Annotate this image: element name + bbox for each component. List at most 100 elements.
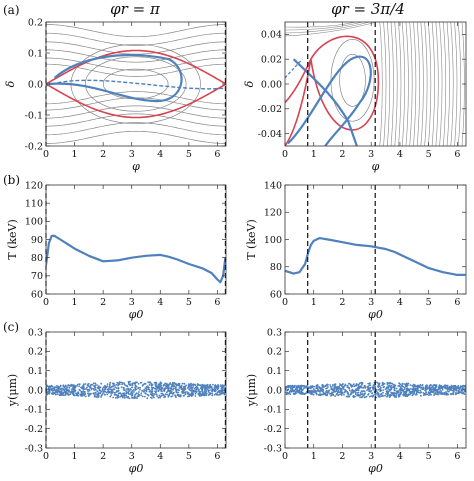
scatter-point	[420, 394, 422, 397]
scatter-point	[398, 395, 401, 397]
scatter-point	[416, 393, 418, 396]
scatter-point	[369, 387, 371, 390]
scatter-point	[150, 396, 152, 399]
scatter-point	[51, 385, 54, 388]
scatter-point	[424, 389, 426, 392]
scatter-point	[148, 384, 151, 386]
scatter-point	[46, 385, 49, 388]
y-tick-label: 100	[264, 235, 282, 246]
scatter-point	[151, 392, 154, 395]
scatter-point	[388, 396, 391, 398]
scatter-point	[409, 393, 411, 396]
y-tick-label: -0.2	[25, 424, 43, 435]
x-tick-label: 0	[282, 451, 288, 462]
scatter-point	[325, 387, 327, 390]
contour-ellipse	[102, 68, 169, 100]
y-tick-label: 120	[264, 208, 282, 219]
scatter-point	[382, 389, 385, 391]
scatter-point	[386, 392, 389, 394]
scatter-point	[140, 394, 142, 396]
scatter-point	[84, 395, 87, 398]
scatter-point	[145, 390, 148, 393]
scatter-point	[103, 390, 106, 393]
scatter-point	[109, 395, 112, 398]
contour-line	[46, 113, 226, 127]
scatter-point	[439, 389, 441, 391]
y-tick-label: -0.2	[25, 141, 43, 152]
scatter-point	[48, 390, 51, 392]
scatter-point	[175, 383, 178, 385]
y-tick-label: -0.1	[25, 110, 43, 121]
scatter-point	[435, 384, 438, 387]
scatter-point	[166, 390, 169, 393]
scatter-point	[82, 388, 85, 391]
y-tick-label: 80	[270, 262, 282, 273]
contour-line	[435, 22, 439, 146]
scatter-point	[114, 386, 117, 388]
plot-area	[46, 24, 226, 144]
scatter-point	[167, 385, 170, 387]
scatter-point	[419, 386, 422, 389]
scatter-point	[364, 387, 367, 389]
x-tick-label: 2	[100, 297, 106, 308]
scatter-point	[365, 395, 368, 398]
scatter-point	[215, 392, 217, 395]
scatter-point	[76, 385, 78, 387]
scatter-points	[46, 380, 226, 400]
scatter-point	[62, 394, 64, 397]
scatter-point	[416, 386, 419, 389]
y-axis-label: T (keV)	[6, 219, 19, 260]
scatter-point	[464, 387, 466, 390]
scatter-point	[393, 385, 396, 388]
scatter-point	[341, 383, 344, 386]
panel-b-left: 0 1 2 3 4 5 6 60 70 80 90 100 110 120 φ0 T (keV)	[6, 180, 227, 321]
scatter-point	[182, 392, 184, 394]
scatter-point	[189, 387, 192, 389]
scatter-point	[369, 390, 372, 393]
scatter-point	[127, 396, 129, 398]
contour-line	[457, 22, 462, 146]
scatter-point	[372, 388, 374, 391]
scatter-point	[97, 386, 99, 389]
scatter-point	[120, 395, 123, 397]
scatter-point	[321, 386, 324, 388]
scatter-point	[139, 386, 142, 389]
y-tick-label: -0.1	[264, 405, 282, 416]
scatter-point	[73, 394, 76, 397]
scatter-point	[461, 390, 463, 392]
scatter-point	[100, 390, 103, 392]
scatter-point	[445, 391, 447, 393]
scatter-point	[413, 389, 416, 392]
y-axis-label: δ	[243, 80, 256, 87]
y-tick-label: -0.2	[264, 424, 282, 435]
x-tick-label: 0	[282, 149, 288, 160]
scatter-point	[454, 392, 457, 394]
scatter-point	[172, 387, 175, 390]
scatter-point	[78, 385, 80, 388]
scatter-point	[401, 388, 404, 390]
scatter-point	[214, 389, 217, 392]
scatter-point	[76, 383, 79, 386]
scatter-point	[63, 386, 66, 389]
scatter-point	[338, 393, 340, 396]
scatter-point	[144, 383, 147, 385]
scatter-point	[204, 391, 207, 394]
scatter-point	[184, 391, 187, 393]
scatter-point	[442, 393, 444, 395]
contour-line	[46, 32, 226, 46]
scatter-point	[360, 390, 363, 392]
scatter-point	[83, 386, 85, 388]
scatter-point	[166, 387, 169, 389]
scatter-point	[117, 394, 120, 397]
scatter-point	[426, 393, 429, 396]
scatter-point	[175, 388, 178, 391]
x-tick-label: 5	[426, 451, 432, 462]
scatter-point	[74, 386, 77, 389]
scatter-point	[329, 384, 332, 386]
scatter-point	[127, 382, 130, 384]
scatter-point	[459, 391, 462, 394]
scatter-point	[141, 395, 144, 398]
scatter-point	[438, 387, 441, 389]
scatter-point	[202, 385, 204, 388]
scatter-point	[327, 383, 329, 386]
